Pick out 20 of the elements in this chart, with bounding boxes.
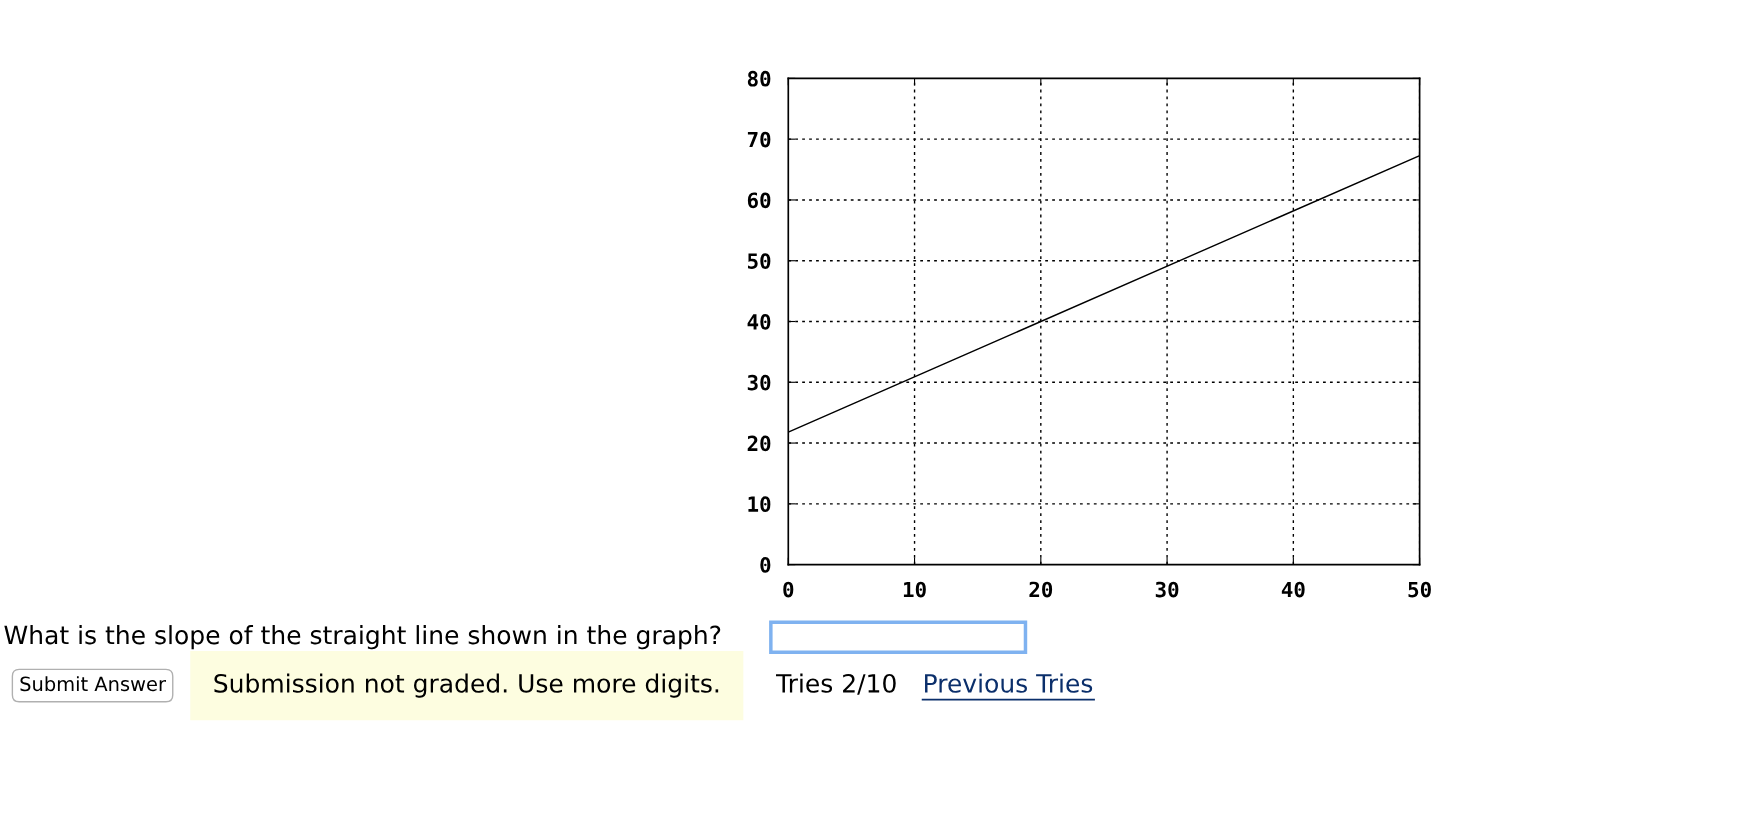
- x-tick-label: 40: [1281, 581, 1305, 598]
- text: Previous Tries: [925, 673, 1093, 693]
- x-tick-label: 30: [1155, 581, 1179, 598]
- y-tick-label: 80: [747, 70, 771, 87]
- y-tick-label: 70: [747, 131, 771, 148]
- y-tick-label: 40: [747, 313, 771, 330]
- x-tick-label: 0: [783, 581, 794, 598]
- y-tick-label: 60: [747, 192, 771, 209]
- y-tick-label: 0: [760, 557, 771, 573]
- text: Submission not graded. Use more digits.: [214, 673, 719, 698]
- x-tick-label: 10: [903, 581, 926, 598]
- x-tick-label: 20: [1029, 581, 1053, 598]
- y-tick-label: 50: [747, 253, 771, 269]
- x-tick-label: 50: [1408, 581, 1431, 598]
- y-tick-label: 10: [748, 496, 771, 513]
- y-tick-label: 30: [747, 374, 771, 391]
- text: Submit Answer: [20, 676, 166, 692]
- text: What is the slope of the straight line shown in the graph?: [4, 625, 721, 650]
- text: Tries 2/10: [776, 673, 896, 695]
- y-tick-label: 20: [747, 435, 771, 452]
